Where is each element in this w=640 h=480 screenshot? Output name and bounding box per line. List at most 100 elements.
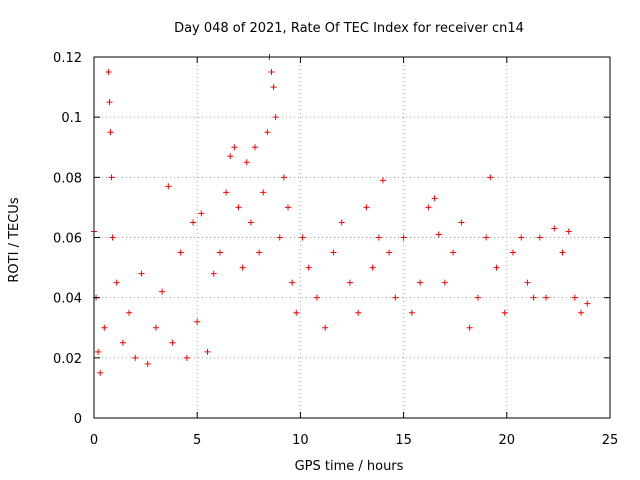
data-point: [280, 174, 287, 181]
axis-ticks: 0 5 10 15 20 25 0 0.02 0.04 0.06 0.08 0.1 0.12: [53, 51, 618, 448]
data-point: [113, 279, 120, 286]
data-point: [169, 339, 176, 346]
grid: [94, 57, 610, 418]
y-tick-label: 0.1: [61, 111, 82, 126]
data-point: [101, 324, 108, 331]
data-point: [466, 324, 473, 331]
data-point: [177, 249, 184, 256]
data-point: [126, 309, 133, 316]
data-point: [425, 204, 432, 211]
data-point: [256, 249, 263, 256]
y-tick-label: 0.06: [53, 232, 82, 247]
data-point: [132, 354, 139, 361]
data-point: [138, 270, 145, 277]
data-point: [441, 279, 448, 286]
chart-title: Day 048 of 2021, Rate Of TEC Index for r…: [174, 21, 524, 36]
x-tick-label: 5: [193, 433, 201, 448]
y-tick-label: 0.08: [53, 171, 82, 186]
data-point: [584, 300, 591, 307]
data-point: [272, 114, 279, 121]
data-point: [243, 159, 250, 166]
data-point: [235, 204, 242, 211]
data-point: [119, 339, 126, 346]
x-tick-label: 20: [499, 433, 516, 448]
data-point: [107, 129, 114, 136]
y-axis-label: ROTI / TECUs: [7, 197, 22, 282]
data-point: [260, 189, 267, 196]
data-point: [458, 219, 465, 226]
data-point: [571, 294, 578, 301]
x-tick-label: 0: [90, 433, 98, 448]
data-point: [95, 348, 102, 355]
data-point: [536, 234, 543, 241]
data-point: [247, 219, 254, 226]
data-point: [543, 294, 550, 301]
y-tick-label: 0: [74, 412, 82, 427]
data-point: [210, 270, 217, 277]
data-point: [152, 324, 159, 331]
data-point: [231, 144, 238, 151]
data-point: [227, 153, 234, 160]
x-tick-label: 25: [602, 433, 619, 448]
data-point: [379, 177, 386, 184]
data-point: [106, 99, 113, 106]
data-point: [313, 294, 320, 301]
data-point: [204, 348, 211, 355]
data-point: [223, 189, 230, 196]
data-point: [530, 294, 537, 301]
data-point: [369, 264, 376, 271]
data-point: [289, 279, 296, 286]
data-point: [524, 279, 531, 286]
data-point: [386, 249, 393, 256]
data-point: [97, 369, 104, 376]
data-point: [293, 309, 300, 316]
data-point: [565, 228, 572, 235]
data-point: [194, 318, 201, 325]
data-point: [493, 264, 500, 271]
data-point: [270, 84, 277, 91]
data-point: [190, 219, 197, 226]
data-point: [346, 279, 353, 286]
data-point: [400, 234, 407, 241]
data-point: [322, 324, 329, 331]
data-point: [239, 264, 246, 271]
data-point: [483, 234, 490, 241]
y-tick-label: 0.02: [53, 352, 82, 367]
plot-frame: [93, 56, 611, 419]
data-point: [431, 195, 438, 202]
data-point: [417, 279, 424, 286]
x-tick-label: 10: [292, 433, 309, 448]
data-point: [474, 294, 481, 301]
data-points: [91, 54, 591, 376]
data-point: [109, 234, 116, 241]
y-tick-label: 0.04: [53, 292, 82, 307]
data-point: [264, 129, 271, 136]
x-tick-label: 15: [395, 433, 412, 448]
data-point: [501, 309, 508, 316]
data-point: [559, 249, 566, 256]
data-point: [518, 234, 525, 241]
data-point: [108, 174, 115, 181]
data-point: [299, 234, 306, 241]
data-point: [578, 309, 585, 316]
data-point: [551, 225, 558, 232]
data-point: [363, 204, 370, 211]
data-point: [165, 183, 172, 190]
data-point: [144, 360, 151, 367]
data-point: [509, 249, 516, 256]
data-point: [268, 69, 275, 76]
data-point: [285, 204, 292, 211]
data-point: [305, 264, 312, 271]
data-point: [276, 234, 283, 241]
data-point: [198, 210, 205, 217]
data-point: [355, 309, 362, 316]
data-point: [375, 234, 382, 241]
data-point: [408, 309, 415, 316]
data-point: [105, 69, 112, 76]
y-tick-label: 0.12: [53, 51, 82, 66]
data-point: [435, 231, 442, 238]
data-point: [251, 144, 258, 151]
x-axis-label: GPS time / hours: [295, 459, 404, 474]
data-point: [450, 249, 457, 256]
